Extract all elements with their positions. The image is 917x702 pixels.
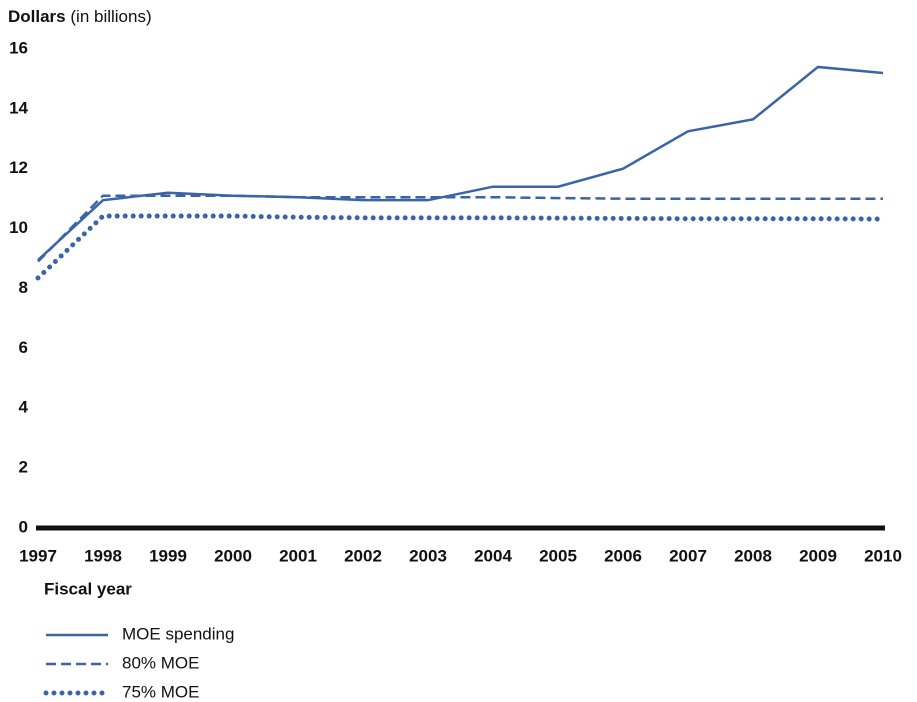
x-tick-label: 1999: [149, 546, 187, 565]
x-tick-label: 2008: [734, 546, 772, 565]
x-axis-label: Fiscal year: [44, 579, 132, 598]
y-tick-label: 0: [19, 517, 28, 536]
y-axis-label-note: (in billions): [70, 7, 151, 26]
y-tick-label: 16: [9, 38, 28, 57]
x-tick-label: 2004: [474, 546, 512, 565]
y-axis-label: Dollars (in billions): [8, 7, 152, 26]
series-line: [37, 65, 884, 261]
x-tick-label: 2002: [344, 546, 382, 565]
x-tick-label: 1997: [19, 546, 57, 565]
x-tick-label: 1998: [84, 546, 122, 565]
x-tick-label: 2006: [604, 546, 642, 565]
y-tick-label: 4: [19, 398, 29, 417]
series-line: [37, 194, 883, 263]
series-line: [35, 213, 886, 281]
x-tick-label: 2010: [864, 546, 902, 565]
x-tick-label: 2005: [539, 546, 577, 565]
y-tick-label: 14: [9, 98, 28, 117]
x-tick-label: 2001: [279, 546, 317, 565]
y-tick-label: 2: [19, 458, 28, 477]
x-tick-label: 2007: [669, 546, 707, 565]
x-tick-label: 2000: [214, 546, 252, 565]
y-tick-label: 12: [9, 158, 28, 177]
y-tick-label: 10: [9, 218, 28, 237]
y-axis-label-main: Dollars: [8, 7, 66, 26]
x-tick-label: 2003: [409, 546, 447, 565]
y-tick-label: 8: [19, 278, 28, 297]
y-tick-label: 6: [19, 338, 28, 357]
x-tick-label: 2009: [799, 546, 837, 565]
legend-label: MOE spending: [122, 624, 234, 643]
legend-label: 75% MOE: [122, 682, 199, 701]
legend-label: 80% MOE: [122, 653, 199, 672]
